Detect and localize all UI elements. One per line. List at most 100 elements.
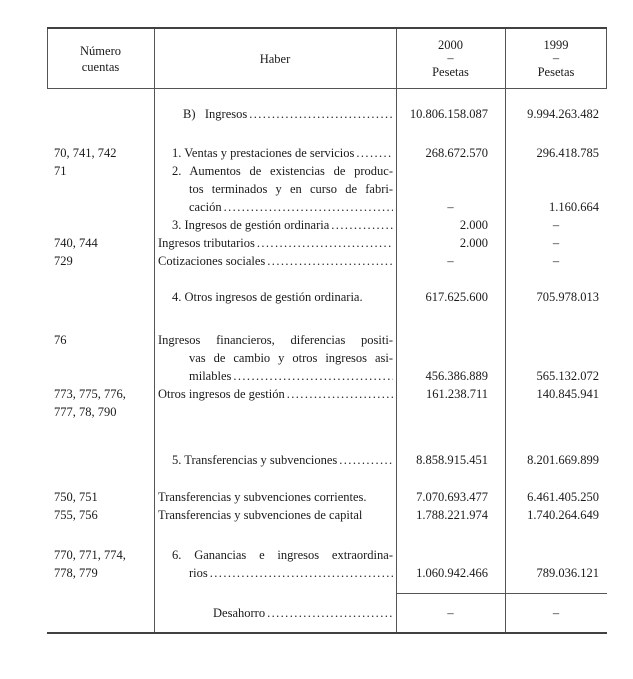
table-row: 76 Ingresos financieros, diferencias pos… <box>47 331 607 349</box>
dot-leader <box>354 144 393 162</box>
value-1999 <box>505 162 607 180</box>
value-2000: 1.060.942.466 <box>416 566 488 580</box>
account-numbers <box>47 105 154 123</box>
value-1999: – <box>552 236 560 250</box>
value-1999 <box>505 331 607 349</box>
value-2000: 7.070.693.477 <box>416 490 488 504</box>
value-2000: 1.788.221.974 <box>416 508 488 522</box>
account-numbers: 750, 751 <box>54 490 98 504</box>
header-2000-year: 2000 <box>438 38 463 52</box>
row-label: Transferencias y subvenciones de capital <box>158 508 363 522</box>
value-2000 <box>396 180 505 198</box>
row-label: cación <box>189 200 222 214</box>
value-1999: 1.160.664 <box>549 200 599 214</box>
value-1999 <box>505 403 607 421</box>
dot-leader <box>255 234 393 252</box>
column-divider-1999 <box>505 29 506 632</box>
account-numbers <box>47 451 154 469</box>
value-1999: 565.132.072 <box>536 369 600 383</box>
header-2000-column: 2000 – Pesetas <box>396 29 505 88</box>
table-row: 5. Transferencias y subvenciones 8.858.9… <box>47 451 607 469</box>
dot-leader <box>265 604 393 622</box>
header-2000-unit: Pesetas <box>432 65 469 79</box>
table-row: 770, 771, 774, 6. Ganancias e ingresos e… <box>47 546 607 564</box>
column-divider-accounts <box>154 29 155 632</box>
row-label: B) Ingresos <box>183 107 248 121</box>
dot-leader <box>231 367 393 385</box>
value-1999: 9.994.263.482 <box>527 107 599 121</box>
account-numbers: 755, 756 <box>54 508 98 522</box>
dot-leader <box>329 216 393 234</box>
header-haber-label: Haber <box>259 51 291 66</box>
account-numbers: 773, 775, 776, <box>54 387 126 401</box>
table-row: milables 456.386.889 565.132.072 <box>47 367 607 385</box>
row-label: 5. Transferencias y subvenciones <box>172 453 338 467</box>
table-row: 750, 751 Transferencias y subvenciones c… <box>47 488 607 506</box>
table-row: 740, 744 Ingresos tributarios 2.000 – <box>47 234 607 252</box>
value-2000 <box>396 162 505 180</box>
table-top-rule <box>47 27 607 29</box>
value-1999: 1.740.264.649 <box>527 508 599 522</box>
table-row: 755, 756 Transferencias y subvenciones d… <box>47 506 607 524</box>
row-label: Desahorro <box>213 606 266 620</box>
account-numbers: 76 <box>54 333 67 347</box>
table-row: cación – 1.160.664 <box>47 198 607 216</box>
row-label: vas de cambio y otros ingresos asi- <box>189 351 393 365</box>
table-row: vas de cambio y otros ingresos asi- <box>47 349 607 367</box>
header-1999-dash: – <box>552 51 560 65</box>
value-2000: 617.625.600 <box>425 290 489 304</box>
table-row: 70, 741, 742 1. Ventas y prestaciones de… <box>47 144 607 162</box>
account-numbers <box>47 349 154 367</box>
account-numbers <box>47 367 154 385</box>
table-row: Desahorro – – <box>47 604 607 622</box>
row-label: Ingresos tributarios <box>158 236 255 250</box>
table-row: B) Ingresos 10.806.158.087 9.994.263.482 <box>47 105 607 123</box>
account-numbers: 729 <box>54 254 73 268</box>
dot-leader <box>208 564 393 582</box>
haber-financial-table: Número cuentas Haber 2000 – Pesetas 1999… <box>47 27 607 634</box>
row-label: 6. Ganancias e ingresos extraordina- <box>172 548 393 562</box>
table-row: 4. Otros ingresos de gestión ordinaria. … <box>47 288 607 306</box>
account-numbers: 740, 744 <box>54 236 98 250</box>
header-accounts-line2: cuentas <box>81 59 120 74</box>
account-numbers <box>47 288 154 306</box>
value-1999: 705.978.013 <box>536 290 600 304</box>
table-row: 729 Cotizaciones sociales – – <box>47 252 607 270</box>
table-row: 777, 78, 790 <box>47 403 607 421</box>
account-numbers: 71 <box>54 164 67 178</box>
value-2000 <box>396 331 505 349</box>
value-2000: – <box>447 200 454 214</box>
row-label: Cotizaciones sociales <box>158 254 266 268</box>
value-2000 <box>396 349 505 367</box>
table-row: tos terminados y en curso de fabri- <box>47 180 607 198</box>
header-right-border <box>606 29 607 88</box>
value-2000: 8.858.915.451 <box>416 453 488 467</box>
row-label: Otros ingresos de gestión <box>158 387 285 401</box>
row-label: 3. Ingresos de gestión ordinaria <box>172 218 330 232</box>
row-label: 4. Otros ingresos de gestión ordinaria. <box>172 290 363 304</box>
value-2000: – <box>447 606 454 620</box>
account-numbers <box>47 180 154 198</box>
header-1999-column: 1999 – Pesetas <box>505 29 607 88</box>
row-label: rios <box>189 566 208 580</box>
account-numbers: 770, 771, 774, <box>54 548 126 562</box>
table-body: B) Ingresos 10.806.158.087 9.994.263.482… <box>47 89 607 622</box>
dot-leader <box>247 105 393 123</box>
value-1999 <box>505 180 607 198</box>
dot-leader <box>265 252 393 270</box>
value-2000: 2.000 <box>459 218 488 232</box>
value-2000 <box>396 546 505 564</box>
row-label: tos terminados y en curso de fabri- <box>189 182 393 196</box>
value-2000: 2.000 <box>459 236 488 250</box>
value-1999: 140.845.941 <box>536 387 600 401</box>
row-label: Ingresos financieros, diferencias positi… <box>158 333 393 347</box>
account-numbers <box>47 216 154 234</box>
table-row: 773, 775, 776, Otros ingresos de gestión… <box>47 385 607 403</box>
header-2000-dash: – <box>447 51 454 65</box>
desahorro-separator-rule <box>396 593 607 594</box>
value-1999: 296.418.785 <box>536 146 600 160</box>
table-header-row: Número cuentas Haber 2000 – Pesetas 1999… <box>47 29 607 88</box>
header-accounts-column: Número cuentas <box>47 29 154 88</box>
value-1999: 6.461.405.250 <box>527 490 599 504</box>
account-numbers: 778, 779 <box>54 566 98 580</box>
